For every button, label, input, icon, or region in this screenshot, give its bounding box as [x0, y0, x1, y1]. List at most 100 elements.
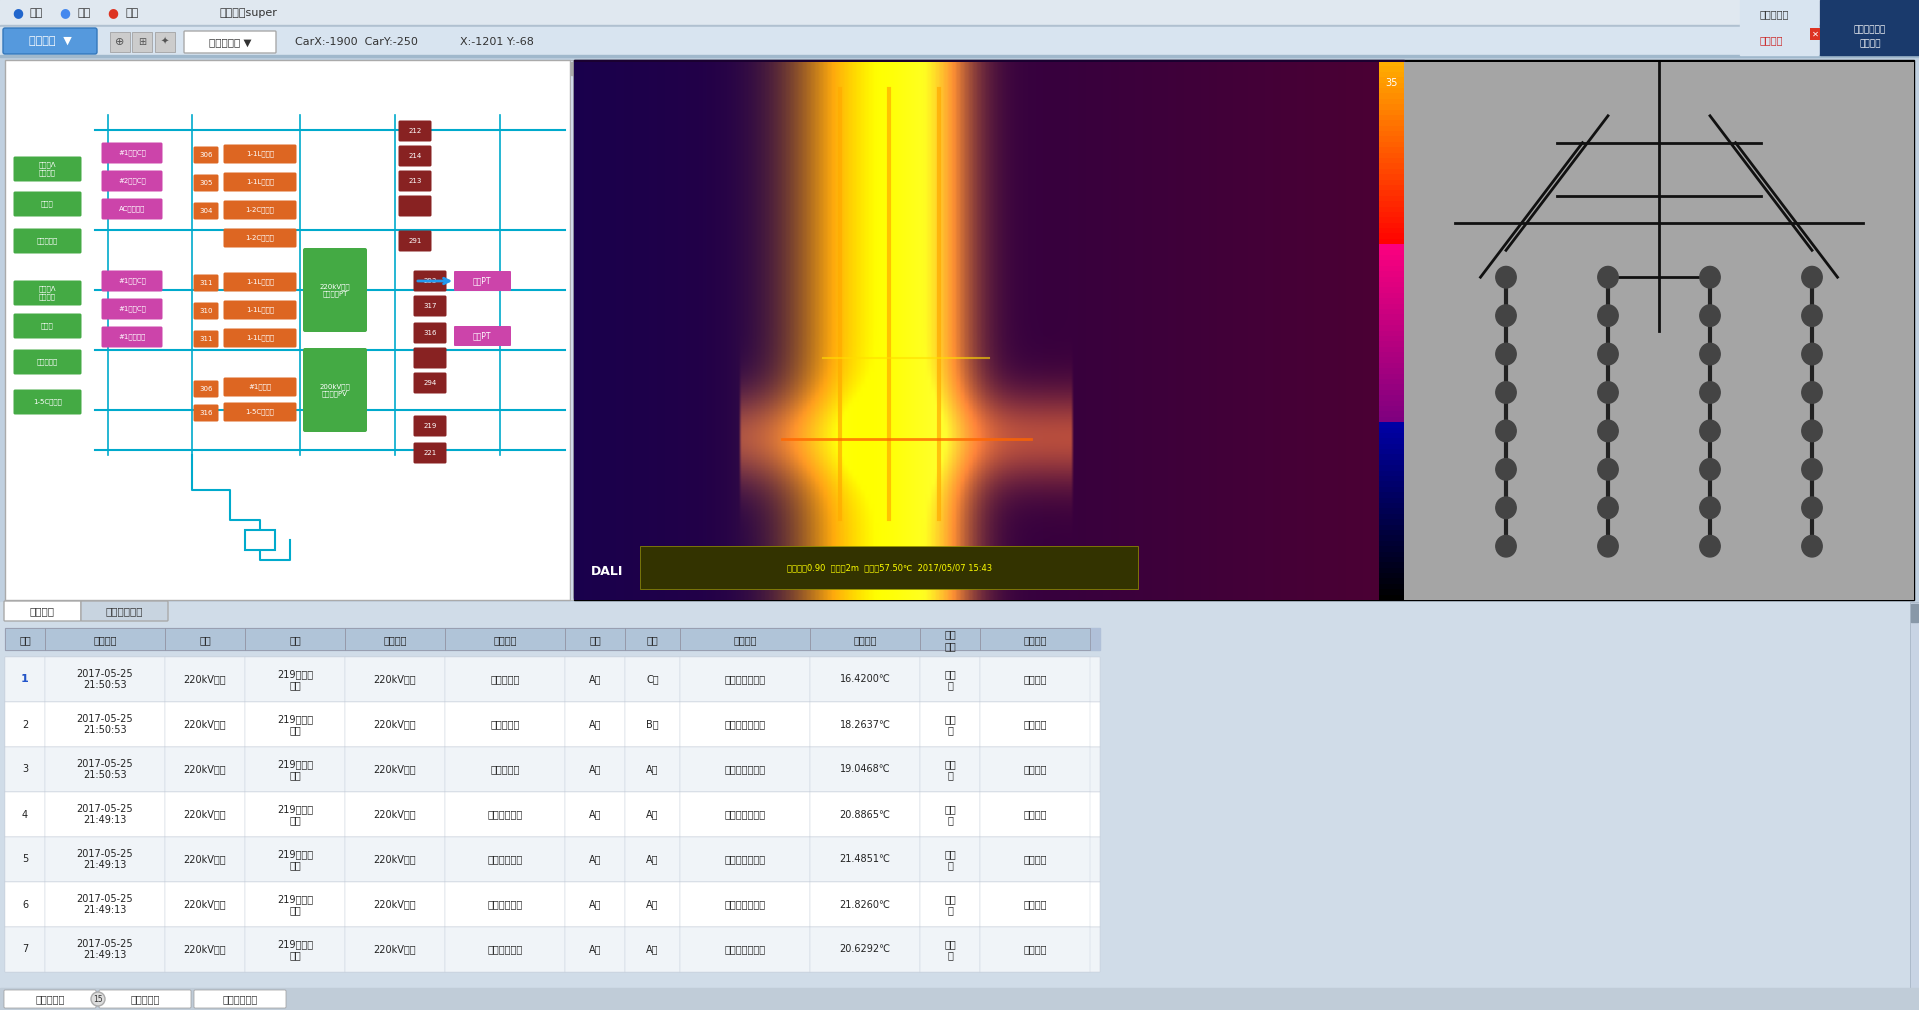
Text: 减持设置内: 减持设置内 [36, 359, 58, 366]
Bar [6, 747, 1100, 792]
Text: 2017-05-25
21:49:13: 2017-05-25 21:49:13 [77, 804, 132, 825]
FancyBboxPatch shape [102, 326, 163, 347]
Bar [6, 656, 1100, 702]
Text: 识别结果: 识别结果 [854, 635, 877, 645]
Text: 220kV区域: 220kV区域 [374, 809, 416, 819]
Text: 316: 316 [200, 410, 213, 416]
Text: ✦: ✦ [161, 37, 169, 47]
FancyBboxPatch shape [102, 299, 163, 319]
Bar [345, 628, 445, 650]
Bar [981, 882, 1090, 927]
Text: 304: 304 [200, 208, 213, 214]
Bar [246, 702, 345, 747]
Circle shape [1700, 459, 1719, 480]
Text: 220kV区域: 220kV区域 [184, 765, 226, 775]
Bar [570, 60, 580, 600]
Bar [564, 837, 626, 882]
Bar [445, 927, 564, 972]
Bar [981, 837, 1090, 882]
Text: 监控系统: 监控系统 [1860, 39, 1881, 48]
Bar [345, 702, 445, 747]
Bar [626, 747, 679, 792]
Circle shape [1495, 305, 1516, 326]
Bar [44, 702, 165, 747]
Circle shape [1802, 305, 1823, 326]
Bar [0, 27, 1919, 55]
Text: 20.6292℃: 20.6292℃ [839, 944, 890, 954]
FancyBboxPatch shape [81, 601, 169, 621]
Text: 1-1L电抗器: 1-1L电抗器 [246, 334, 274, 341]
Bar [445, 837, 564, 882]
Text: ●: ● [59, 6, 71, 19]
Bar [165, 702, 246, 747]
Text: 系统导航  ▼: 系统导航 ▼ [29, 36, 71, 46]
Circle shape [1700, 267, 1719, 288]
Text: 15: 15 [94, 995, 104, 1004]
Bar [810, 702, 919, 747]
Bar [679, 702, 810, 747]
Bar [246, 530, 274, 550]
Bar [246, 792, 345, 837]
Text: 主变压Λ
绕组小班: 主变压Λ 绕组小班 [38, 162, 56, 176]
Bar [0, 25, 1919, 27]
Bar [6, 702, 44, 747]
Bar [810, 792, 919, 837]
Circle shape [1700, 420, 1719, 441]
Text: 设备告警信息: 设备告警信息 [106, 606, 142, 616]
Text: 291: 291 [409, 238, 422, 244]
Text: 巡测时间: 巡测时间 [94, 635, 117, 645]
Text: ⊞: ⊞ [138, 37, 146, 47]
Text: C相: C相 [647, 675, 658, 685]
Text: 红外测温类设备: 红外测温类设备 [725, 809, 766, 819]
Circle shape [1802, 459, 1823, 480]
Circle shape [1599, 305, 1618, 326]
Circle shape [1495, 420, 1516, 441]
Text: 220kV区域: 220kV区域 [374, 854, 416, 865]
Bar [6, 60, 570, 600]
Text: 红外测温类设备: 红外测温类设备 [725, 719, 766, 729]
Text: 绝对告警: 绝对告警 [1023, 900, 1046, 909]
Bar [246, 882, 345, 927]
Text: A相: A相 [647, 900, 658, 909]
Text: 294: 294 [424, 380, 438, 386]
Text: 巡检结果确认: 巡检结果确认 [223, 994, 257, 1004]
Bar [626, 628, 679, 650]
Bar [1911, 604, 1917, 622]
FancyBboxPatch shape [13, 281, 81, 305]
Bar [246, 927, 345, 972]
Text: 急缺
陷: 急缺 陷 [944, 938, 956, 961]
Text: 1-1L电抗器: 1-1L电抗器 [246, 150, 274, 158]
Bar [0, 0, 1919, 25]
Bar [641, 546, 1138, 589]
Text: 绝对告警: 绝对告警 [1023, 765, 1046, 775]
Text: 293: 293 [424, 278, 438, 284]
Circle shape [1495, 382, 1516, 403]
FancyBboxPatch shape [194, 330, 219, 347]
Bar [155, 32, 175, 52]
Text: A面: A面 [589, 944, 601, 954]
Text: 220kV区域: 220kV区域 [374, 900, 416, 909]
Bar [165, 792, 246, 837]
Text: 306: 306 [200, 386, 213, 392]
Bar [626, 927, 679, 972]
Bar [6, 747, 44, 792]
Bar [810, 882, 919, 927]
Text: 219路堆信
前线: 219路堆信 前线 [276, 938, 313, 961]
Bar [6, 702, 1100, 747]
Bar [564, 747, 626, 792]
Text: 1-1L电抗器: 1-1L电抗器 [246, 179, 274, 185]
Text: A面: A面 [589, 900, 601, 909]
Text: 6: 6 [21, 900, 29, 909]
Text: 220kV区域: 220kV区域 [374, 765, 416, 775]
FancyBboxPatch shape [13, 157, 81, 182]
Text: 219路堆信
前线: 219路堆信 前线 [276, 714, 313, 735]
Text: 21.4851℃: 21.4851℃ [839, 854, 890, 865]
FancyBboxPatch shape [413, 322, 447, 343]
Text: 红外测温类设备: 红外测温类设备 [725, 675, 766, 685]
Text: 稻田变电站: 稻田变电站 [1760, 9, 1789, 19]
Bar [246, 656, 345, 702]
Text: 1-1L电抗器: 1-1L电抗器 [246, 307, 274, 313]
Text: 305: 305 [200, 180, 213, 186]
Text: DALI: DALI [591, 566, 624, 579]
Bar [574, 60, 1913, 600]
